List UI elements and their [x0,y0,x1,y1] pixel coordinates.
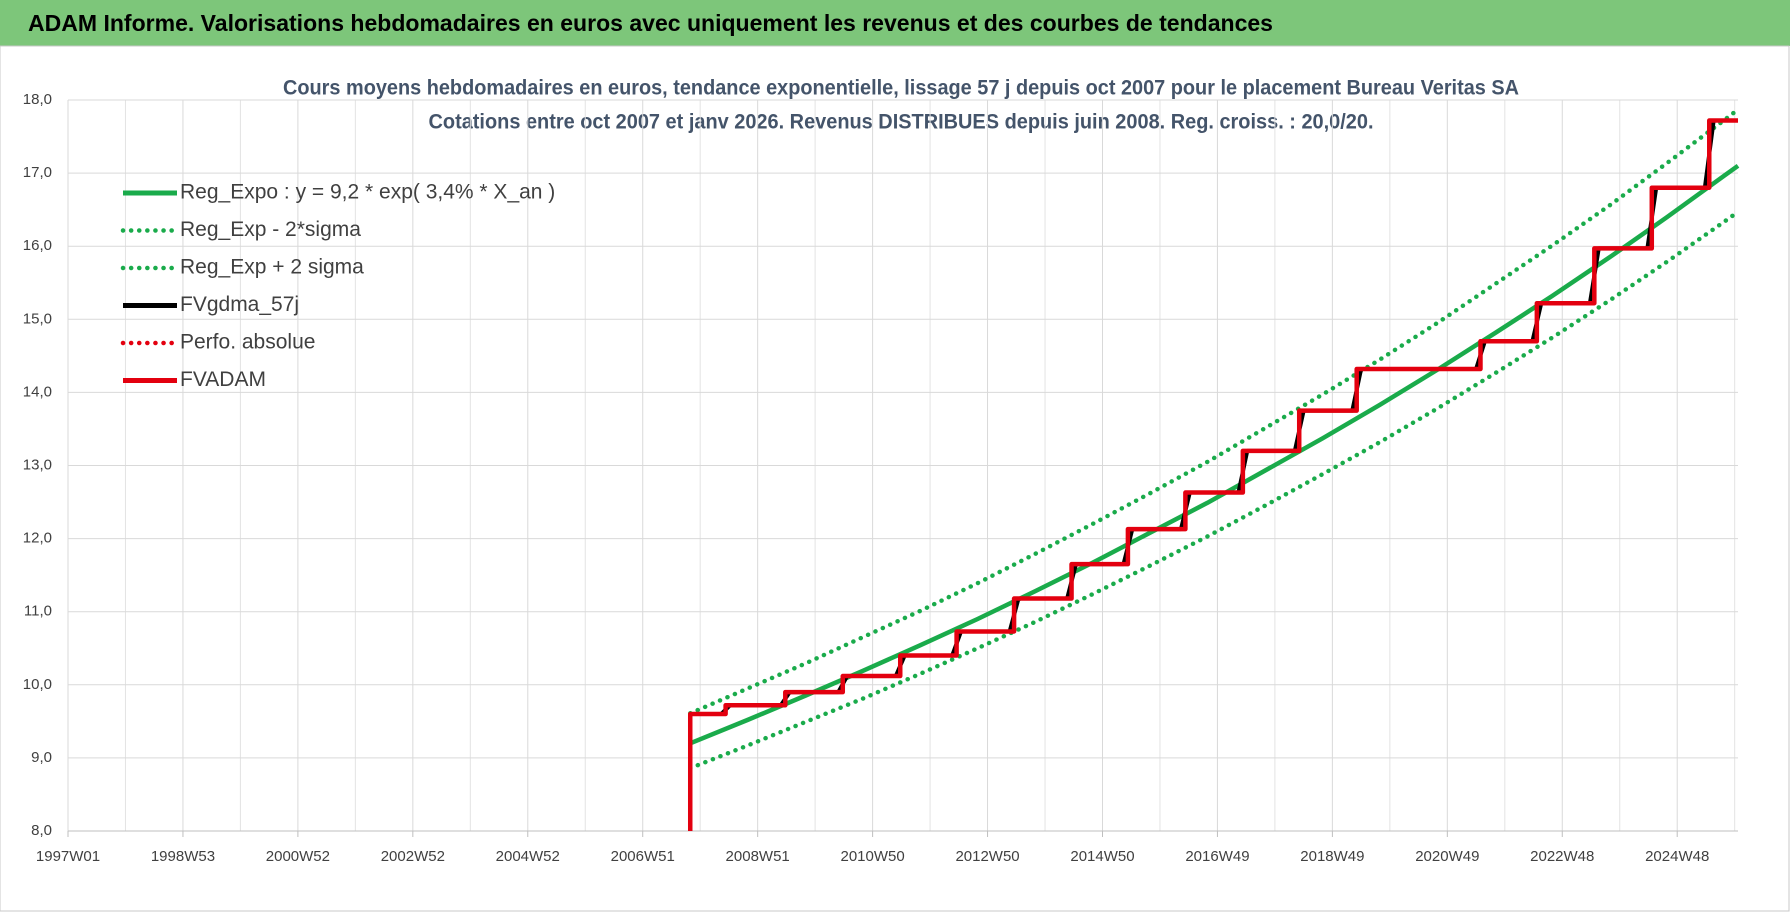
y-tick-label: 9,0 [31,749,52,766]
x-tick-label: 2000W52 [266,848,330,865]
line-series [689,163,1740,746]
x-tick-label: 2012W50 [955,848,1019,865]
chart-subtitle: Cotations entre oct 2007 et janv 2026. R… [429,111,1374,134]
x-tick-label: 2004W52 [496,848,560,865]
y-tick-label: 10,0 [23,676,52,693]
legend-label: Perfo. absolue [180,331,315,354]
x-tick-label: 2024W48 [1645,848,1709,865]
legend-label: Reg_Expo : y = 9,2 * exp( 3,4% * X_an ) [180,181,555,204]
y-tick-label: 14,0 [23,383,52,400]
x-tick-label: 1998W53 [151,848,215,865]
legend-label: FVADAM [180,368,266,391]
x-tick-label: 2016W49 [1185,848,1249,865]
header-title: ADAM Informe. Valorisations hebdomadaire… [28,10,1273,36]
chart-title: Cours moyens hebdomadaires en euros, ten… [283,77,1519,100]
x-tick-label: 2020W49 [1415,848,1479,865]
x-tick-label: 1997W01 [36,848,100,865]
y-tick-label: 11,0 [24,603,52,620]
x-tick-label: 2014W50 [1070,848,1134,865]
legend-label: Reg_Exp - 2*sigma [180,218,361,241]
x-tick-label: 2006W51 [611,848,675,865]
header-bar [0,0,1790,46]
line-series [687,209,1741,771]
legend-label: Reg_Exp + 2 sigma [180,256,364,279]
x-tick-label: 2008W51 [726,848,790,865]
legend-label: FVgdma_57j [180,293,299,316]
y-tick-label: 13,0 [23,456,52,473]
x-tick-label: 2018W49 [1300,848,1364,865]
y-tick-label: 16,0 [23,237,52,254]
frame [0,45,1790,912]
line-series [687,107,1741,716]
y-tick-label: 12,0 [23,530,52,547]
line-series [687,118,1738,831]
y-tick-label: 8,0 [31,822,52,839]
x-tick-label: 2022W48 [1530,848,1594,865]
x-tick-label: 2010W50 [840,848,904,865]
x-tick-label: 2002W52 [381,848,445,865]
y-tick-label: 15,0 [23,310,52,327]
y-tick-label: 17,0 [23,164,52,181]
y-tick-label: 18,0 [23,91,52,108]
